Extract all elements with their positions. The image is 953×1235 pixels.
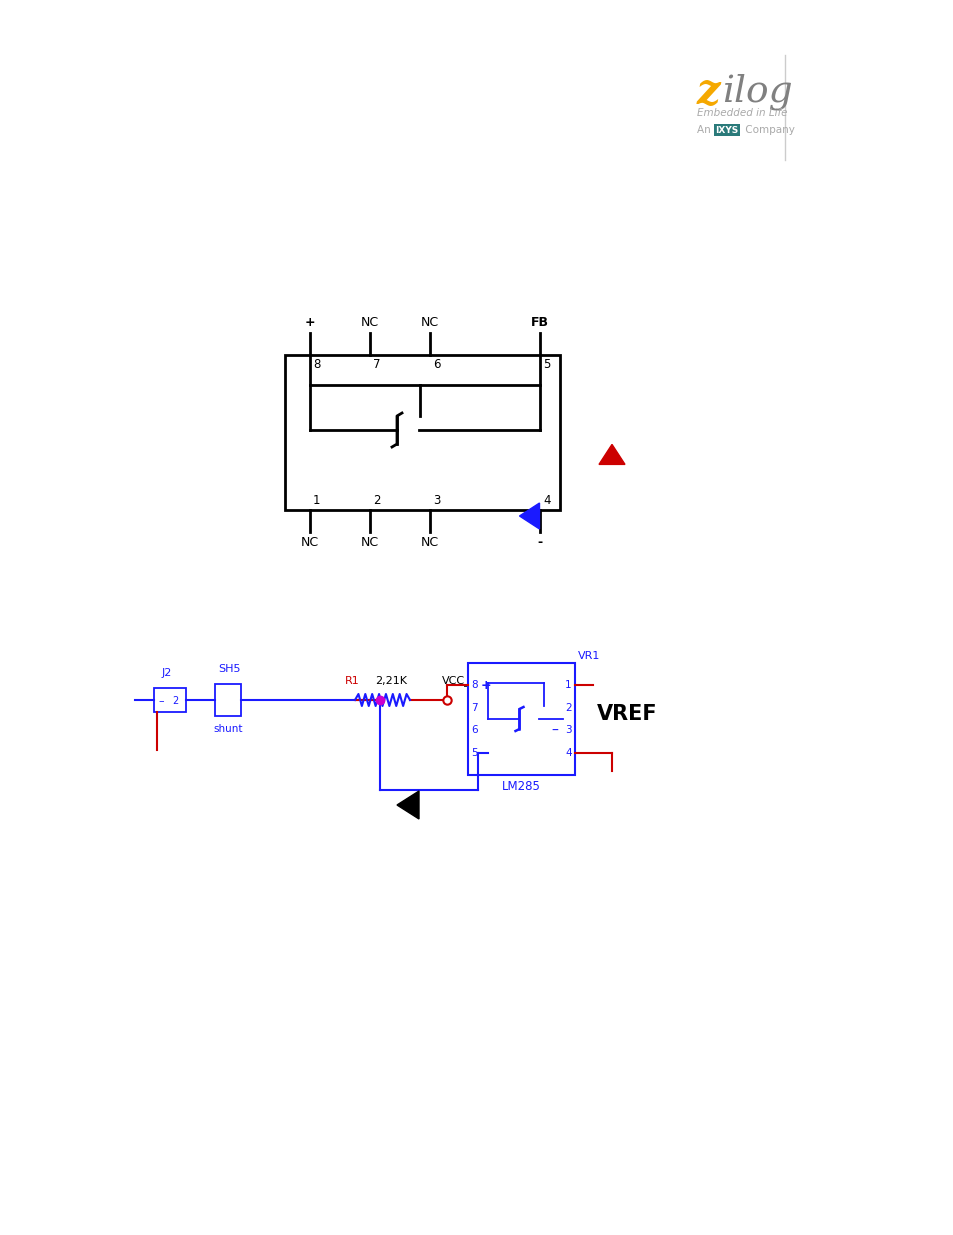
Text: Embedded in Life: Embedded in Life	[697, 107, 786, 119]
Text: 2: 2	[373, 494, 380, 508]
Text: 6: 6	[433, 358, 440, 370]
Text: 3: 3	[433, 494, 440, 508]
Text: ilog: ilog	[721, 74, 792, 110]
Text: -: -	[537, 536, 542, 550]
Text: NC: NC	[420, 536, 438, 550]
Text: NC: NC	[300, 536, 318, 550]
Text: 1: 1	[564, 680, 571, 690]
Text: 8: 8	[471, 680, 477, 690]
Text: SH5: SH5	[218, 664, 240, 674]
Bar	[285, 354, 559, 510]
Bar	[214, 684, 241, 716]
Text: 3: 3	[564, 725, 571, 735]
Text: 8: 8	[313, 358, 320, 370]
Text: VR1: VR1	[578, 651, 599, 661]
Text: z: z	[697, 70, 720, 112]
Text: 6: 6	[471, 725, 477, 735]
Text: 2,21K: 2,21K	[375, 676, 407, 685]
Text: An: An	[697, 125, 713, 135]
Text: 4: 4	[564, 747, 571, 757]
Text: 7: 7	[373, 358, 380, 370]
Text: NC: NC	[360, 536, 378, 550]
Text: J2: J2	[162, 668, 172, 678]
Text: +: +	[480, 679, 491, 692]
Text: FB: FB	[531, 316, 548, 329]
Text: Company: Company	[741, 125, 794, 135]
Text: 4: 4	[542, 494, 550, 508]
Text: 5: 5	[542, 358, 550, 370]
Text: 2: 2	[564, 703, 571, 713]
Bar	[153, 688, 186, 713]
Bar	[468, 663, 575, 776]
Text: 2: 2	[172, 697, 178, 706]
Polygon shape	[396, 790, 418, 819]
Polygon shape	[598, 445, 624, 464]
Text: 1: 1	[313, 494, 320, 508]
Text: –: –	[158, 697, 164, 706]
Text: NC: NC	[360, 316, 378, 329]
FancyBboxPatch shape	[713, 124, 740, 136]
Text: R1: R1	[345, 676, 359, 685]
Text: LM285: LM285	[501, 781, 540, 793]
Text: 7: 7	[471, 703, 477, 713]
Text: VCC_5v: VCC_5v	[441, 676, 484, 685]
Text: –: –	[551, 724, 558, 739]
Text: 5: 5	[471, 747, 477, 757]
Text: shunt: shunt	[213, 724, 242, 734]
Text: VREF: VREF	[597, 704, 657, 724]
Text: IXYS: IXYS	[715, 126, 738, 135]
Polygon shape	[519, 503, 539, 529]
Text: NC: NC	[420, 316, 438, 329]
Text: +: +	[304, 316, 315, 329]
